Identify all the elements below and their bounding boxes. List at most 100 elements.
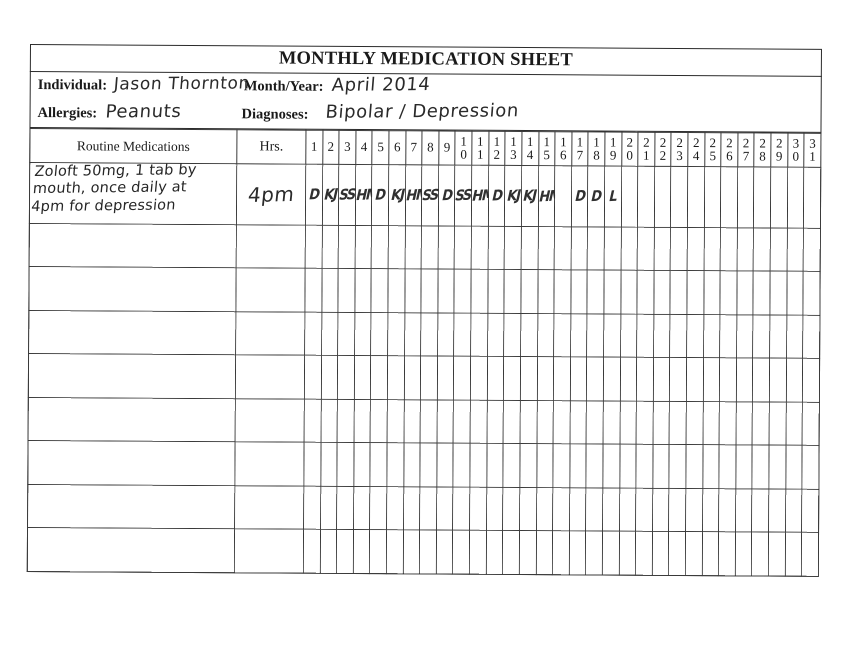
cell-row7-day11[interactable] (469, 443, 487, 488)
cell-row8-day26[interactable] (718, 488, 736, 533)
cell-row3-day26[interactable] (720, 271, 737, 315)
cell-row7-day31[interactable] (802, 445, 820, 490)
cell-row1-day2[interactable]: KJ (322, 164, 339, 226)
cell-row6-day22[interactable] (652, 401, 670, 445)
cell-row6-day27[interactable] (735, 401, 753, 446)
cell-row7-day15[interactable] (536, 444, 554, 488)
cell-row7-day19[interactable] (602, 444, 620, 489)
cell-row2-day22[interactable] (653, 227, 671, 271)
cell-row8-day14[interactable] (519, 487, 537, 532)
cell-row1-day7[interactable]: HM (404, 164, 429, 226)
cell-row1-day27[interactable] (737, 166, 755, 228)
cell-row2-day14[interactable] (521, 226, 538, 271)
cell-row9-day14[interactable] (519, 530, 537, 575)
cell-row5-day6[interactable] (387, 356, 405, 400)
cell-row7-day28[interactable] (752, 445, 770, 489)
cell-row7-day2[interactable] (320, 442, 338, 487)
cell-row1-day31[interactable] (803, 167, 821, 229)
cell-hrs-9[interactable] (234, 529, 304, 574)
cell-row2-day29[interactable] (770, 227, 788, 272)
cell-row6-day11[interactable] (470, 400, 488, 444)
cell-row5-day23[interactable] (669, 357, 687, 402)
cell-row5-day13[interactable] (503, 356, 521, 401)
cell-row3-day2[interactable] (321, 268, 339, 313)
cell-row3-day20[interactable] (620, 270, 638, 315)
allergies-field[interactable]: Peanuts (104, 100, 183, 123)
cell-row2-day21[interactable] (637, 227, 655, 271)
cell-row1-day9[interactable]: D (438, 164, 456, 227)
cell-row7-day5[interactable] (370, 442, 388, 487)
cell-row7-day10[interactable] (453, 443, 471, 488)
cell-hrs-6[interactable] (235, 398, 305, 443)
cell-row8-day16[interactable] (552, 487, 570, 532)
cell-row3-day16[interactable] (554, 270, 571, 314)
cell-row1-day8[interactable]: SS (420, 164, 440, 226)
cell-row8-day31[interactable] (801, 489, 819, 533)
cell-row4-day5[interactable] (371, 312, 388, 357)
cell-row5-day8[interactable] (420, 356, 438, 400)
cell-row6-day18[interactable] (586, 400, 604, 445)
cell-row3-day6[interactable] (387, 269, 405, 313)
cell-row8-day23[interactable] (668, 488, 686, 532)
cell-row5-day26[interactable] (719, 358, 737, 402)
cell-row2-day1[interactable] (305, 225, 323, 269)
cell-row2-day30[interactable] (786, 228, 804, 272)
cell-row4-day11[interactable] (470, 313, 488, 357)
cell-row6-day7[interactable] (403, 399, 421, 444)
cell-row9-day2[interactable] (319, 529, 337, 574)
cell-row5-day1[interactable] (304, 355, 322, 400)
cell-row5-day24[interactable] (686, 357, 704, 402)
cell-row4-day20[interactable] (620, 314, 638, 358)
cell-row7-day4[interactable] (353, 442, 371, 487)
cell-row4-day25[interactable] (703, 314, 721, 359)
cell-row6-day6[interactable] (387, 399, 404, 444)
cell-row9-day7[interactable] (402, 530, 420, 574)
cell-row4-day10[interactable] (454, 313, 471, 357)
cell-row9-day13[interactable] (502, 530, 520, 575)
cell-row1-day17[interactable]: D (571, 165, 589, 227)
cell-row2-day11[interactable] (471, 226, 489, 270)
cell-row6-day13[interactable] (503, 400, 521, 444)
cell-row9-day16[interactable] (552, 531, 570, 575)
cell-row2-day31[interactable] (803, 228, 821, 272)
cell-row9-day28[interactable] (751, 532, 769, 577)
cell-row9-day23[interactable] (668, 531, 686, 576)
cell-row6-day30[interactable] (785, 402, 803, 446)
cell-row9-day25[interactable] (701, 532, 719, 576)
cell-row3-day21[interactable] (637, 270, 654, 315)
cell-row8-day21[interactable] (635, 488, 653, 532)
cell-row7-day13[interactable] (503, 443, 520, 488)
cell-row6-day4[interactable] (353, 399, 371, 443)
cell-row4-day18[interactable] (586, 313, 604, 358)
cell-row1-day12[interactable]: D (488, 165, 506, 227)
cell-row4-day15[interactable] (537, 313, 555, 358)
cell-hrs-3[interactable] (235, 268, 306, 313)
cell-row8-day7[interactable] (403, 486, 421, 531)
cell-row2-day9[interactable] (438, 225, 455, 270)
cell-row2-day7[interactable] (404, 225, 422, 270)
cell-row9-day22[interactable] (652, 531, 669, 576)
cell-row9-day19[interactable] (602, 531, 620, 576)
cell-row6-day29[interactable] (769, 401, 786, 446)
cell-row5-day18[interactable] (586, 357, 604, 401)
cell-row5-day10[interactable] (453, 356, 471, 401)
cell-row4-day1[interactable] (304, 312, 322, 356)
cell-row1-day18[interactable]: D (587, 165, 605, 227)
cell-row3-day17[interactable] (570, 270, 588, 314)
cell-row4-day26[interactable] (719, 314, 737, 359)
cell-row2-day24[interactable] (687, 227, 705, 272)
cell-row5-day4[interactable] (354, 355, 372, 400)
cell-row7-day24[interactable] (685, 444, 703, 489)
cell-row2-day13[interactable] (504, 226, 522, 270)
cell-row3-day9[interactable] (437, 269, 455, 314)
cell-row1-day26[interactable] (720, 166, 738, 228)
cell-row2-day19[interactable] (604, 226, 621, 271)
cell-row1-day10[interactable]: SS (454, 165, 473, 227)
cell-row8-day18[interactable] (585, 487, 603, 532)
cell-row5-day15[interactable] (536, 357, 554, 401)
cell-row5-day3[interactable] (337, 355, 355, 400)
cell-row5-day16[interactable] (553, 357, 571, 401)
cell-row5-day11[interactable] (470, 356, 488, 401)
cell-row3-day29[interactable] (769, 271, 787, 316)
cell-hrs-2[interactable] (236, 224, 306, 269)
